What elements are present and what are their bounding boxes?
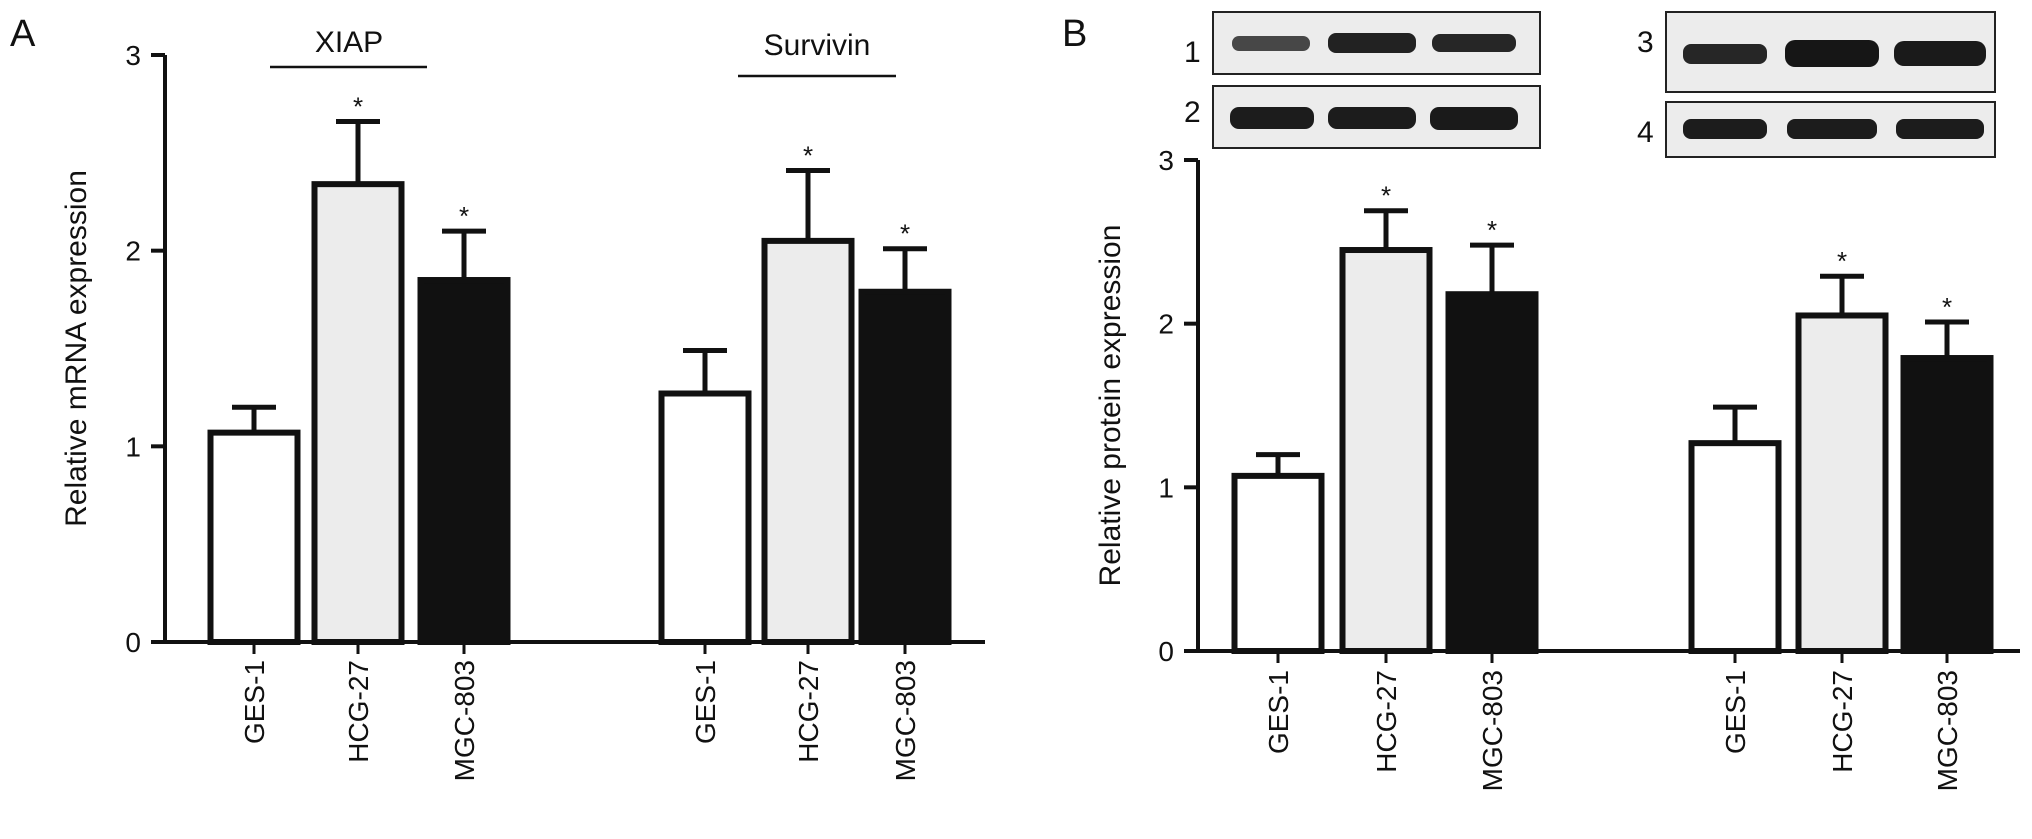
group-label-survivin: Survivin bbox=[738, 29, 896, 78]
x-tick-label: GES-1 bbox=[239, 660, 270, 744]
significance-label: * bbox=[803, 140, 813, 170]
bar bbox=[1339, 247, 1433, 654]
blot-band bbox=[1787, 119, 1877, 139]
significance-label: * bbox=[1942, 292, 1952, 322]
x-tick-label: MGC-803 bbox=[449, 660, 480, 781]
x-tick-label: MGC-803 bbox=[890, 660, 921, 781]
chart-panel-a: 0 1 2 3 Relative mRNA expression GES-1 * HCG-27… bbox=[60, 40, 985, 781]
y-axis-label: Relative mRNA expression bbox=[60, 170, 93, 527]
x-tick-label: MGC-803 bbox=[1477, 670, 1508, 791]
blot-label-4: 4 bbox=[1637, 116, 1654, 149]
x-tick-label: HCG-27 bbox=[1371, 670, 1402, 773]
bar bbox=[207, 429, 301, 645]
y-tick-label: 0 bbox=[125, 627, 141, 658]
significance-label: * bbox=[1487, 215, 1497, 245]
bar bbox=[1231, 472, 1325, 655]
bar bbox=[1445, 291, 1539, 654]
blot-band bbox=[1896, 119, 1984, 139]
blot-inset-2: 2 bbox=[1184, 85, 1541, 149]
y-axis-label: Relative protein expression bbox=[1094, 225, 1127, 587]
bar bbox=[658, 390, 752, 645]
blot-band bbox=[1230, 107, 1314, 129]
significance-label: * bbox=[459, 201, 469, 231]
bar bbox=[1900, 355, 1994, 654]
x-tick-label: HCG-27 bbox=[1827, 670, 1858, 773]
blot-band bbox=[1432, 34, 1516, 52]
blot-band bbox=[1785, 40, 1879, 67]
bar bbox=[858, 288, 952, 645]
group-label-survivin-text: Survivin bbox=[764, 29, 871, 62]
chart-panel-b: 0 1 2 3 Relative protein expression GES-1 * HCG… bbox=[1094, 145, 2020, 791]
blot-band bbox=[1430, 107, 1518, 130]
blot-label-3: 3 bbox=[1637, 26, 1654, 59]
y-tick-label: 3 bbox=[125, 40, 141, 71]
bar bbox=[761, 237, 855, 645]
blot-band bbox=[1683, 119, 1767, 139]
bar bbox=[1688, 440, 1782, 655]
significance-label: * bbox=[1381, 181, 1391, 211]
x-tick-label: HCG-27 bbox=[343, 660, 374, 763]
bar bbox=[1795, 312, 1889, 654]
panel-a-letter: A bbox=[10, 13, 36, 55]
x-tick-label: GES-1 bbox=[690, 660, 721, 744]
bar bbox=[311, 181, 405, 645]
y-tick-label: 0 bbox=[1158, 636, 1174, 667]
blot-band bbox=[1328, 107, 1416, 129]
x-tick-label: MGC-803 bbox=[1932, 670, 1963, 791]
significance-label: * bbox=[1837, 246, 1847, 276]
blot-band bbox=[1894, 41, 1986, 66]
x-tick-label: HCG-27 bbox=[793, 660, 824, 763]
blot-label-1: 1 bbox=[1184, 36, 1201, 69]
significance-label: * bbox=[353, 92, 363, 122]
blot-inset-4: 4 bbox=[1637, 101, 1996, 158]
y-tick-label: 1 bbox=[1158, 472, 1174, 503]
blot-inset-1: 1 bbox=[1184, 11, 1541, 75]
y-tick-label: 2 bbox=[1158, 309, 1174, 340]
y-tick-label: 1 bbox=[125, 431, 141, 462]
blot-inset-3: 3 bbox=[1637, 11, 1996, 93]
group-label-xiap-text: XIAP bbox=[315, 26, 383, 59]
blot-label-2: 2 bbox=[1184, 96, 1201, 129]
blot-band bbox=[1328, 33, 1416, 53]
panel-b-letter: B bbox=[1062, 13, 1087, 55]
x-tick-label: GES-1 bbox=[1263, 670, 1294, 754]
group-label-xiap: XIAP bbox=[270, 26, 427, 69]
blot-band bbox=[1232, 36, 1310, 51]
significance-label: * bbox=[900, 219, 910, 249]
y-tick-label: 2 bbox=[125, 236, 141, 267]
bar bbox=[417, 277, 511, 645]
y-tick-label: 3 bbox=[1158, 145, 1174, 176]
x-tick-label: GES-1 bbox=[1720, 670, 1751, 754]
blot-band bbox=[1683, 44, 1767, 64]
